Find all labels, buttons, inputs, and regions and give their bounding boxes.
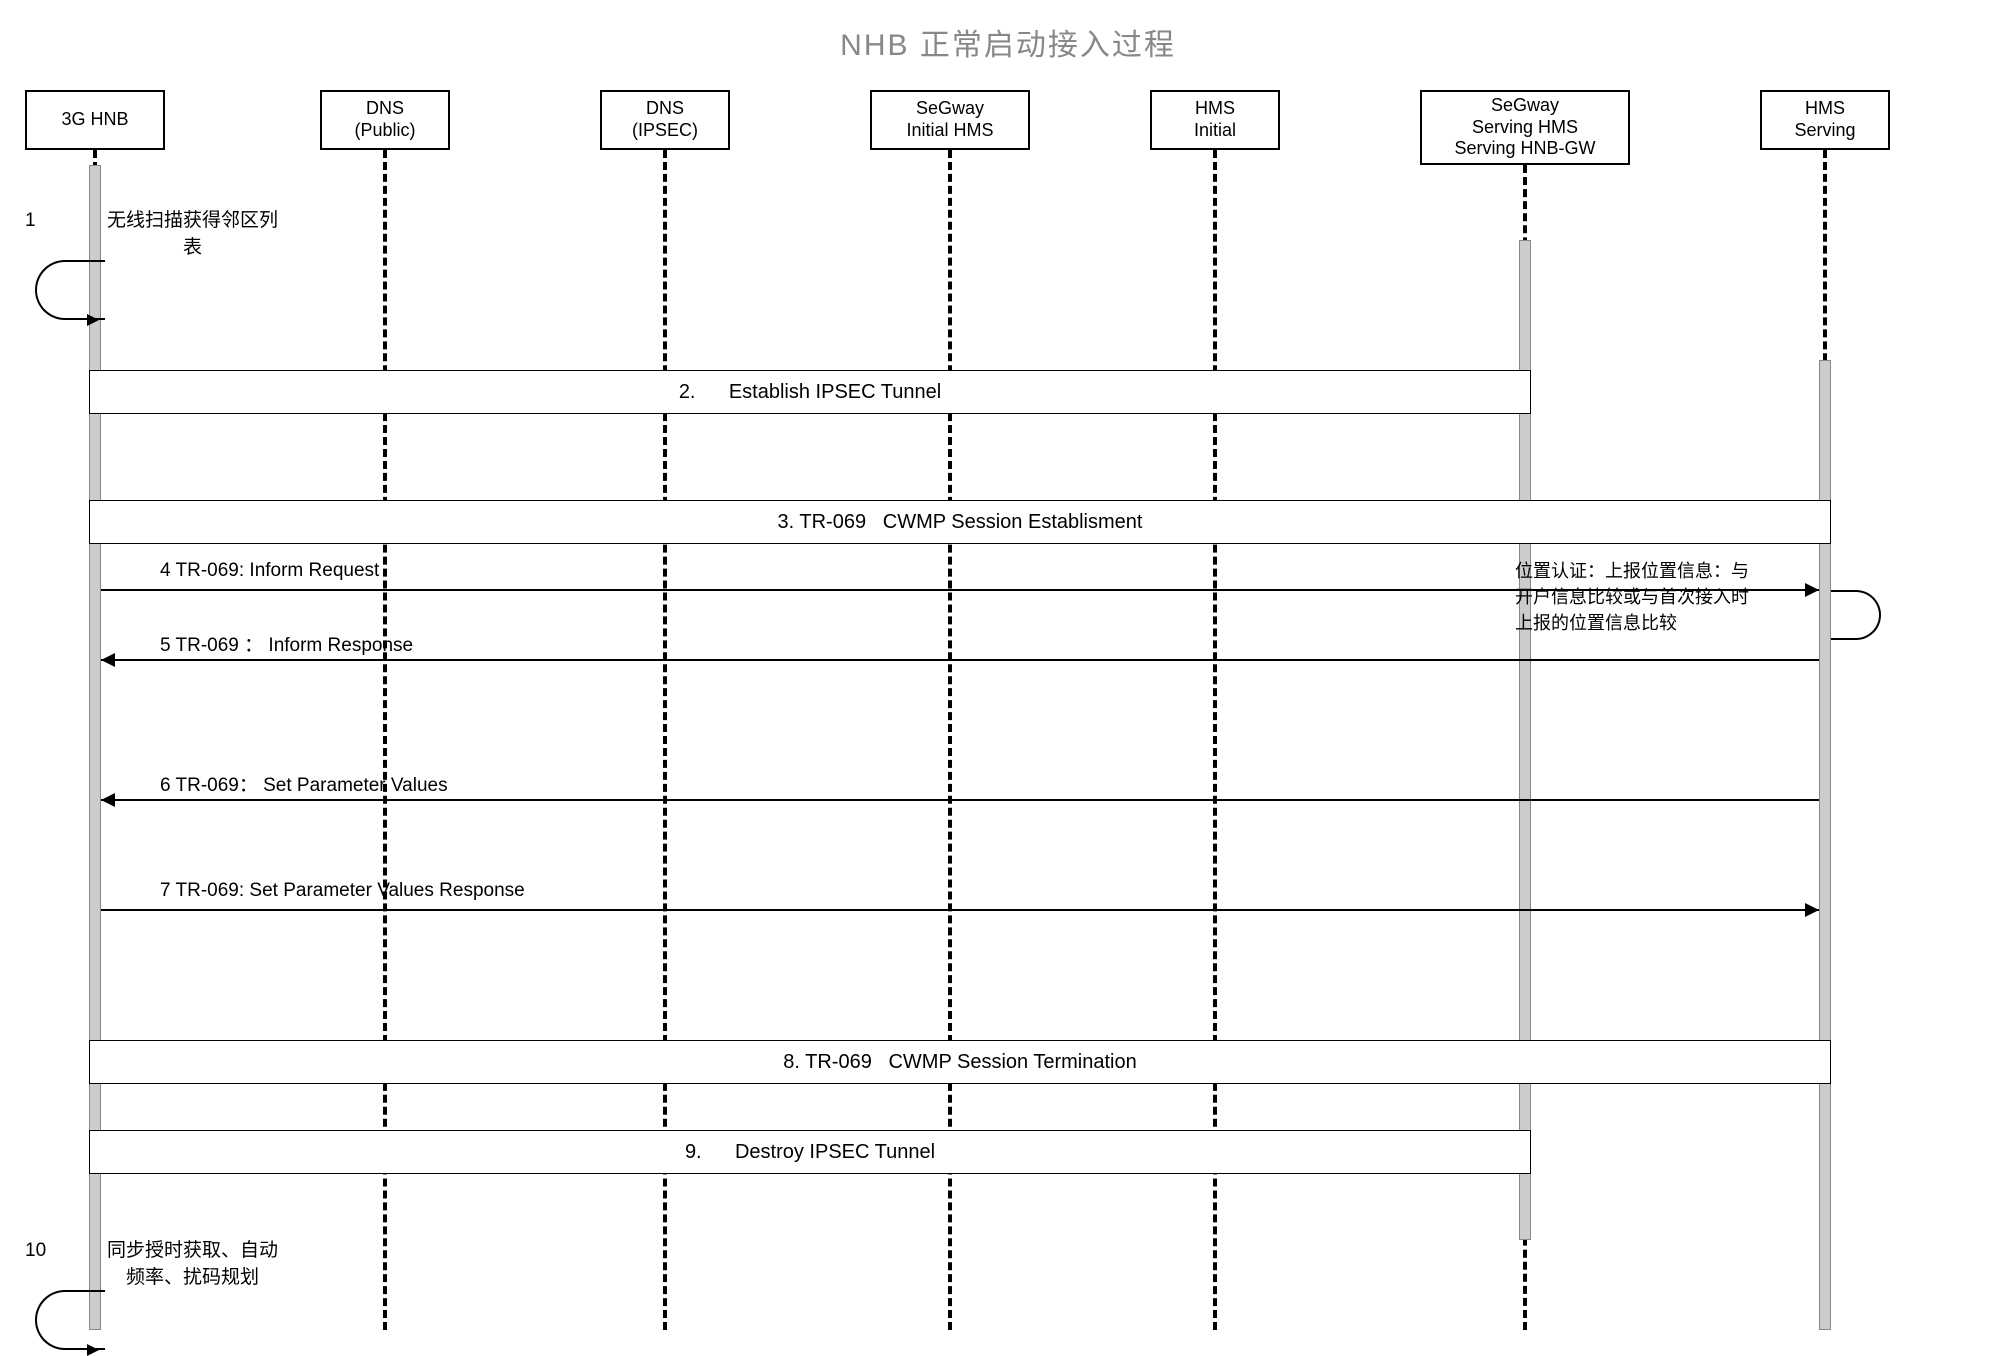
self-loop-1 [35,260,105,320]
span-step-8: 8. TR-069 CWMP Session Termination [89,1040,1831,1084]
participant-hms_serv: HMSServing [1760,90,1890,150]
span-step-2: 2. Establish IPSEC Tunnel [89,370,1531,414]
message-label-7: 7 TR-069: Set Parameter Values Response [160,880,525,902]
message-line-5 [101,659,1819,661]
participant-hms_init: HMSInitial [1150,90,1280,150]
self-loop-10 [35,1290,105,1350]
message-line-7 [101,909,1819,911]
message-arrowhead-5 [101,653,115,667]
right-note-loop [1831,590,1881,640]
participant-dns_ipsec: DNS(IPSEC) [600,90,730,150]
span-step-3: 3. TR-069 CWMP Session Establisment [89,500,1831,544]
message-arrowhead-7 [1805,903,1819,917]
participant-hnb: 3G HNB [25,90,165,150]
participant-dns_pub: DNS(Public) [320,90,450,150]
self-loop-arrow-1 [87,314,99,326]
message-label-4: 4 TR-069: Inform Request [160,560,379,582]
self-msg-num-10: 10 [25,1240,46,1262]
participant-segw_serv: SeGwayServing HMSServing HNB-GW [1420,90,1630,165]
message-arrowhead-6 [101,793,115,807]
self-msg-num-1: 1 [25,210,36,232]
participant-segw_init: SeGwayInitial HMS [870,90,1030,150]
self-msg-label-10: 同步授时获取、自动 频率、扰码规划 [107,1235,278,1289]
right-note-line-2: 上报的位置信息比较 [1515,612,1677,635]
right-note-line-1: 开户信息比较或与首次接入时 [1515,586,1749,609]
message-label-5: 5 TR-069 ： Inform Response [160,630,413,657]
self-loop-arrow-10 [87,1344,99,1356]
self-msg-label-1: 无线扫描获得邻区列 表 [107,205,278,259]
span-step-9: 9. Destroy IPSEC Tunnel [89,1130,1531,1174]
right-note-line-0: 位置认证：上报位置信息：与 [1515,560,1749,583]
message-label-6: 6 TR-069： Set Parameter Values [160,770,448,797]
message-line-6 [101,799,1819,801]
message-arrowhead-4 [1805,583,1819,597]
diagram-title: NHB 正常启动接入过程 [840,20,1176,64]
